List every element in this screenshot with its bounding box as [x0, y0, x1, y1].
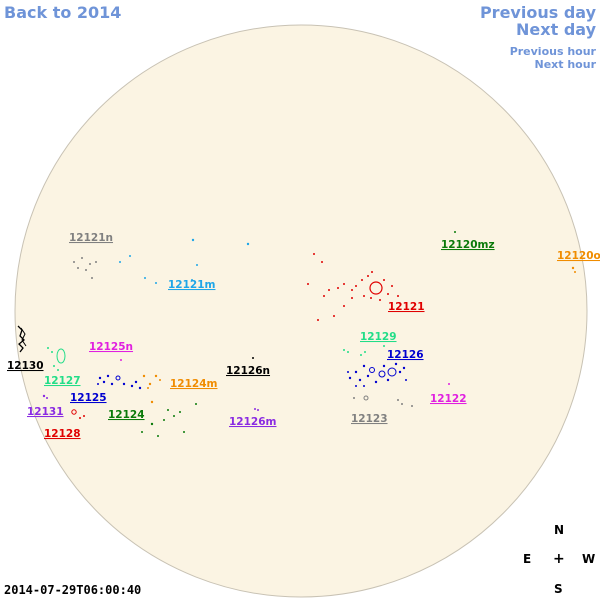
- region-label-12127[interactable]: 12127: [44, 375, 81, 387]
- spots-12121: [307, 253, 399, 321]
- region-labels: 12121n 12121m 12120mz 12120o 12121 12129…: [7, 232, 600, 440]
- region-label-12123[interactable]: 12123: [351, 413, 388, 425]
- solar-disk: [14, 24, 588, 598]
- spots-12121n: [73, 257, 97, 279]
- spots-12125n: [120, 359, 122, 361]
- sunspot-markings: [17, 231, 576, 437]
- spots-12123: [353, 395, 413, 407]
- spots-12120mz: [454, 231, 456, 233]
- region-label-12121[interactable]: 12121: [388, 301, 425, 313]
- region-label-12129[interactable]: 12129: [360, 331, 397, 343]
- region-label-12120o[interactable]: 12120o: [557, 250, 600, 262]
- region-label-12122[interactable]: 12122: [430, 393, 467, 405]
- spots-12126m: [254, 408, 259, 411]
- region-label-12128[interactable]: 12128: [44, 428, 81, 440]
- compass-north: N: [554, 523, 565, 537]
- next-day-link[interactable]: Next day: [516, 20, 596, 39]
- next-hour-link[interactable]: Next hour: [534, 58, 597, 71]
- spots-12120o: [571, 266, 576, 273]
- compass-center-cross: +: [553, 551, 565, 567]
- spots-12126: [347, 362, 407, 387]
- spots-12127: [47, 347, 66, 371]
- back-to-2014-link[interactable]: Back to 2014: [4, 3, 122, 22]
- region-label-12125[interactable]: 12125: [70, 392, 107, 404]
- spots-12124: [141, 403, 197, 437]
- region-label-12126n[interactable]: 12126n: [226, 365, 270, 377]
- compass-east: E: [523, 552, 532, 566]
- spots-12126n: [252, 357, 254, 359]
- region-label-12121m[interactable]: 12121m: [168, 279, 216, 291]
- previous-hour-link[interactable]: Previous hour: [509, 45, 596, 58]
- region-label-12124[interactable]: 12124: [108, 409, 145, 421]
- region-label-12124m[interactable]: 12124m: [170, 378, 218, 390]
- spots-12122: [448, 383, 450, 385]
- previous-day-link[interactable]: Previous day: [479, 3, 596, 22]
- spots-12125: [97, 374, 142, 390]
- region-label-12126[interactable]: 12126: [387, 349, 424, 361]
- spots-12129: [343, 345, 385, 356]
- region-label-12121n[interactable]: 12121n: [69, 232, 113, 244]
- region-label-12131[interactable]: 12131: [27, 406, 64, 418]
- observation-timestamp: 2014-07-29T06:00:40: [4, 583, 142, 597]
- region-label-12120mz[interactable]: 12120mz: [441, 239, 495, 251]
- compass-south: S: [554, 582, 563, 596]
- spots-12131: [42, 394, 48, 399]
- region-label-12130[interactable]: 12130: [7, 360, 44, 372]
- region-label-12126m[interactable]: 12126m: [229, 416, 277, 428]
- spots-12124m: [142, 374, 161, 404]
- spots-12130: [17, 325, 27, 353]
- spots-12121m: [119, 238, 250, 284]
- spots-12128: [71, 409, 85, 419]
- compass-west: W: [582, 552, 596, 566]
- region-label-12125n[interactable]: 12125n: [89, 341, 133, 353]
